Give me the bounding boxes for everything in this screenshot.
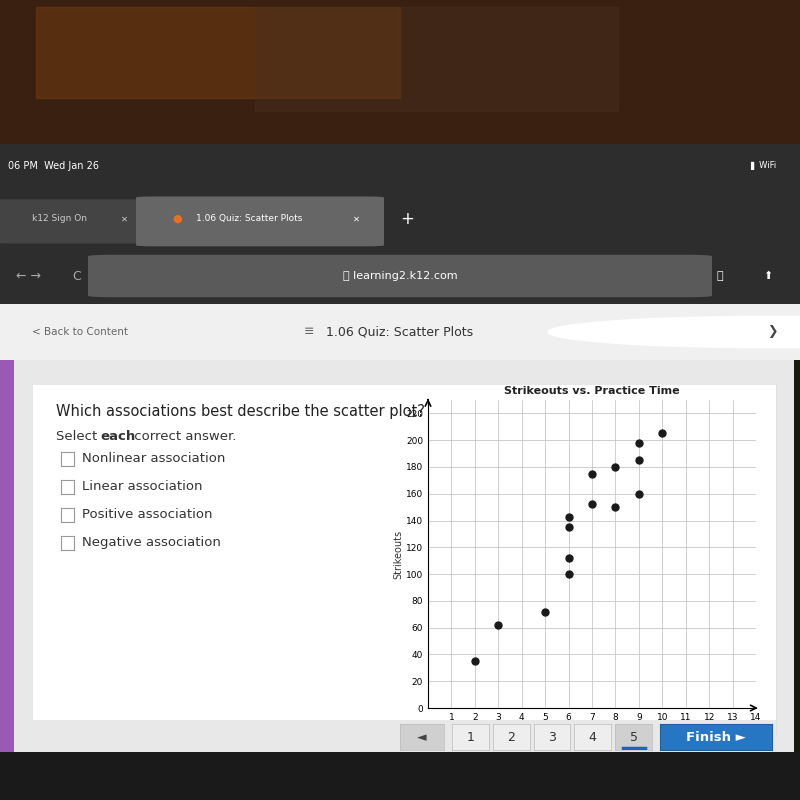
Text: C: C — [72, 270, 81, 282]
Text: +: + — [400, 210, 414, 228]
Text: < Back to Content: < Back to Content — [32, 327, 128, 337]
Text: Nonlinear association: Nonlinear association — [82, 452, 225, 465]
Circle shape — [548, 316, 800, 348]
Text: ← →: ← → — [16, 270, 41, 282]
Point — [492, 618, 505, 631]
Text: 5: 5 — [630, 730, 638, 744]
Point — [609, 461, 622, 474]
Text: Which associations best describe the scatter plot?: Which associations best describe the sca… — [56, 404, 425, 419]
Text: 1: 1 — [466, 730, 474, 744]
Text: ≡: ≡ — [296, 326, 314, 338]
Text: 1.06 Quiz: Scatter Plots: 1.06 Quiz: Scatter Plots — [196, 214, 302, 223]
Title: Strikeouts vs. Practice Time: Strikeouts vs. Practice Time — [504, 386, 680, 397]
Point — [656, 427, 669, 440]
Text: 2: 2 — [507, 730, 515, 744]
Text: ●: ● — [172, 214, 182, 224]
Text: ⬆: ⬆ — [763, 271, 773, 281]
Text: ✕: ✕ — [353, 214, 359, 223]
Y-axis label: Strikeouts: Strikeouts — [393, 530, 403, 578]
Text: Negative association: Negative association — [82, 536, 221, 549]
Text: ✕: ✕ — [121, 214, 127, 223]
FancyBboxPatch shape — [0, 199, 152, 243]
Point — [586, 498, 598, 511]
Point — [562, 521, 575, 534]
Point — [633, 487, 646, 500]
Text: Positive association: Positive association — [82, 508, 212, 521]
FancyBboxPatch shape — [136, 197, 384, 246]
Text: correct answer.: correct answer. — [130, 430, 237, 443]
Point — [562, 510, 575, 523]
Point — [586, 467, 598, 480]
Text: Finish ►: Finish ► — [686, 730, 746, 744]
Point — [609, 501, 622, 514]
Text: 🎤: 🎤 — [717, 271, 723, 281]
Point — [562, 552, 575, 565]
Text: each: each — [100, 430, 135, 443]
X-axis label: Practice time (h): Practice time (h) — [551, 725, 633, 734]
Point — [633, 437, 646, 450]
Text: k12 Sign On: k12 Sign On — [32, 214, 87, 223]
Text: 4: 4 — [589, 730, 597, 744]
Point — [633, 454, 646, 466]
Point — [538, 605, 551, 618]
FancyBboxPatch shape — [88, 254, 712, 298]
Text: ▌ WiFi: ▌ WiFi — [750, 161, 776, 170]
Text: 06 PM  Wed Jan 26: 06 PM Wed Jan 26 — [8, 161, 99, 170]
Text: ◄: ◄ — [417, 730, 427, 744]
Text: 🔒 learning2.k12.com: 🔒 learning2.k12.com — [342, 271, 458, 281]
Text: Select: Select — [56, 430, 102, 443]
Text: ❯: ❯ — [766, 326, 778, 338]
Point — [562, 568, 575, 581]
Text: Linear association: Linear association — [82, 480, 202, 493]
Text: 3: 3 — [548, 730, 556, 744]
Text: 1.06 Quiz: Scatter Plots: 1.06 Quiz: Scatter Plots — [326, 326, 474, 338]
Point — [469, 654, 482, 667]
